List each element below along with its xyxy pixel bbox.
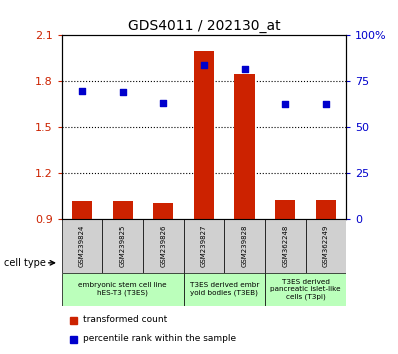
Bar: [62, 273, 183, 306]
Bar: [143, 219, 183, 273]
Point: [160, 100, 166, 106]
Bar: [265, 219, 306, 273]
Bar: [194, 51, 214, 219]
Bar: [113, 201, 133, 219]
Text: T3ES derived embr
yoid bodies (T3EB): T3ES derived embr yoid bodies (T3EB): [189, 282, 259, 296]
Bar: [275, 200, 295, 219]
Text: GSM362248: GSM362248: [282, 225, 288, 267]
Point: [79, 88, 85, 93]
Text: GSM362249: GSM362249: [323, 225, 329, 267]
Point: [119, 89, 126, 95]
Bar: [153, 202, 174, 219]
Point: [323, 102, 329, 107]
Bar: [62, 219, 102, 273]
Text: embryonic stem cell line
hES-T3 (T3ES): embryonic stem cell line hES-T3 (T3ES): [78, 282, 167, 296]
Bar: [183, 219, 224, 273]
Title: GDS4011 / 202130_at: GDS4011 / 202130_at: [128, 19, 280, 33]
Bar: [224, 219, 265, 273]
Text: percentile rank within the sample: percentile rank within the sample: [83, 335, 236, 343]
Bar: [316, 200, 336, 219]
Text: GSM239825: GSM239825: [120, 225, 126, 267]
Text: GSM239827: GSM239827: [201, 225, 207, 267]
Text: GSM239826: GSM239826: [160, 225, 166, 267]
Text: GSM239824: GSM239824: [79, 225, 85, 267]
Bar: [72, 201, 92, 219]
Point: [282, 102, 289, 107]
Text: GSM239828: GSM239828: [242, 225, 248, 267]
Bar: [102, 219, 143, 273]
Bar: [234, 74, 255, 219]
Text: T3ES derived
pancreatic islet-like
cells (T3pi): T3ES derived pancreatic islet-like cells…: [270, 279, 341, 300]
Point: [242, 66, 248, 72]
Bar: [183, 273, 265, 306]
Bar: [265, 273, 346, 306]
Point: [201, 62, 207, 67]
Text: cell type: cell type: [4, 258, 46, 268]
Text: transformed count: transformed count: [83, 315, 167, 324]
Bar: [306, 219, 346, 273]
